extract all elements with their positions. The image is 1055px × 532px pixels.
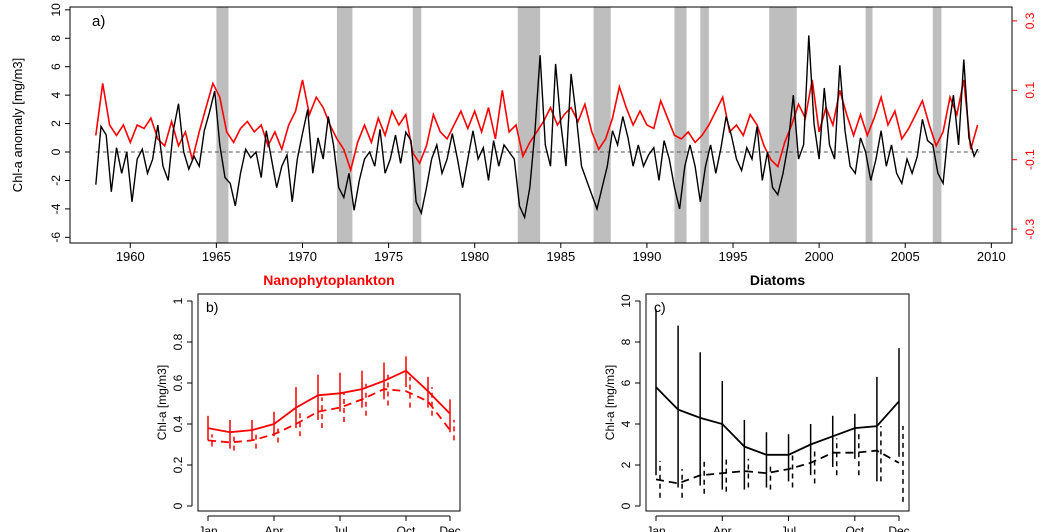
panel-label: c) bbox=[654, 299, 666, 315]
series-line-solid bbox=[207, 369, 451, 434]
y-tick-label-left: 6 bbox=[49, 63, 63, 70]
x-tick-label: 1975 bbox=[374, 249, 403, 264]
x-tick-label: 2000 bbox=[805, 249, 834, 264]
x-tick-label: 1995 bbox=[719, 249, 748, 264]
y-tick-label: 8 bbox=[619, 338, 633, 345]
shaded-interval bbox=[769, 7, 797, 243]
y-axis-label: Chl-a [mg/m3] bbox=[603, 365, 617, 440]
series-group bbox=[655, 309, 904, 502]
panel-title: Diatoms bbox=[750, 272, 805, 288]
y-tick-label-right: 0.1 bbox=[1023, 82, 1037, 99]
y-tick-label: 0 bbox=[171, 502, 185, 509]
y-tick-label: 0 bbox=[619, 502, 633, 509]
x-axis: Jan Apr Jul Oct Dec bbox=[198, 515, 461, 532]
shaded-interval bbox=[932, 7, 942, 243]
series-group bbox=[207, 356, 455, 451]
shaded-interval bbox=[865, 7, 873, 243]
y-tick-label-left: -6 bbox=[49, 232, 63, 243]
y-tick-label: 2 bbox=[619, 461, 633, 468]
shaded-interval bbox=[336, 7, 353, 243]
x-tick-label: Jul bbox=[332, 524, 347, 532]
x-tick-label: 2005 bbox=[891, 249, 920, 264]
y-tick-label-left: -2 bbox=[49, 175, 63, 186]
plot-frame bbox=[645, 293, 910, 512]
shaded-interval bbox=[517, 7, 541, 243]
y-tick-label: 1 bbox=[171, 297, 185, 304]
series-line-solid bbox=[655, 386, 900, 456]
series-black-line bbox=[95, 35, 979, 220]
x-tick-label: 1990 bbox=[632, 249, 661, 264]
x-axis: Jan Apr Jul Oct Dec bbox=[646, 515, 910, 532]
x-tick-label: Apr bbox=[265, 524, 284, 532]
x-tick-label: 1965 bbox=[202, 249, 231, 264]
panel-b-nanophytoplankton: Nanophytoplankton Jan Apr Jul Oct Dec 0 0.2 0.… bbox=[155, 272, 461, 532]
y-tick-label: 6 bbox=[619, 379, 633, 386]
y-tick-label: 0.6 bbox=[171, 374, 185, 391]
y-axis: 0 2 4 6 8 10 bbox=[619, 294, 641, 509]
y-tick-label-left: 0 bbox=[49, 148, 63, 155]
y-tick-label: 10 bbox=[619, 294, 633, 308]
x-tick-label: Jul bbox=[781, 524, 796, 532]
y-tick-label: 0.2 bbox=[171, 456, 185, 473]
plot-frame bbox=[69, 6, 1013, 244]
y-axis-label: Chl-a [mg/m3] bbox=[155, 365, 169, 440]
x-tick-label: Oct bbox=[397, 524, 416, 532]
x-tick-label: 1960 bbox=[116, 249, 145, 264]
plot-frame bbox=[197, 293, 461, 512]
x-tick-label: Oct bbox=[845, 524, 864, 532]
y-axis-label: Chl-a anomaly [mg/m3] bbox=[10, 58, 25, 192]
y-tick-label-left: 10 bbox=[49, 3, 63, 17]
y-axis: 0 0.2 0.4 0.6 0.8 1 bbox=[171, 297, 193, 509]
panel-label: b) bbox=[206, 299, 218, 315]
series-red-line bbox=[95, 79, 979, 173]
x-tick-label: 2010 bbox=[977, 249, 1006, 264]
shaded-intervals bbox=[216, 7, 942, 243]
x-tick-label: Apr bbox=[713, 524, 732, 532]
panel-label: a) bbox=[92, 13, 105, 30]
y-tick-label-left: 8 bbox=[49, 35, 63, 42]
y-tick-label-right: -0.1 bbox=[1023, 149, 1037, 170]
y-tick-label: 0.4 bbox=[171, 415, 185, 432]
y-tick-label-left: 4 bbox=[49, 91, 63, 98]
x-tick-label: Jan bbox=[198, 524, 217, 532]
shaded-interval bbox=[593, 7, 611, 243]
x-tick-label: 1985 bbox=[546, 249, 575, 264]
shaded-interval bbox=[216, 7, 229, 243]
y-axis-right-ticks: -0.3 -0.1 0.1 0.3 bbox=[1012, 12, 1037, 239]
y-tick-label-left: -4 bbox=[49, 203, 63, 214]
y-tick-label-right: -0.3 bbox=[1023, 218, 1037, 239]
x-tick-label: 1980 bbox=[460, 249, 489, 264]
series-line-dashed bbox=[207, 388, 451, 444]
panel-title: Nanophytoplankton bbox=[263, 272, 394, 288]
x-tick-label: Dec bbox=[888, 524, 909, 532]
x-tick-label: Dec bbox=[439, 524, 460, 532]
x-tick-label: Jan bbox=[646, 524, 665, 532]
panel-c-diatoms: Diatoms Jan Apr Jul Oct Dec 0 2 4 6 8 10 c) Chl-a… bbox=[603, 272, 910, 532]
shaded-interval bbox=[412, 7, 422, 243]
panel-a-anomaly-timeseries: 1960 1965 1970 1975 1980 1985 1990 1995 2000 2005… bbox=[10, 3, 1037, 264]
x-axis-ticks: 1960 1965 1970 1975 1980 1985 1990 1995 2000 2005… bbox=[116, 243, 1006, 264]
y-tick-label-left: 2 bbox=[49, 120, 63, 127]
x-tick-label: 1970 bbox=[288, 249, 317, 264]
shaded-interval bbox=[700, 7, 709, 243]
shaded-interval bbox=[674, 7, 687, 243]
y-tick-label-right: 0.3 bbox=[1023, 12, 1037, 29]
y-tick-label: 0.8 bbox=[171, 333, 185, 350]
y-tick-label: 4 bbox=[619, 420, 633, 427]
y-axis-left-ticks: -6 -4 -2 0 2 4 6 8 10 bbox=[49, 3, 70, 243]
